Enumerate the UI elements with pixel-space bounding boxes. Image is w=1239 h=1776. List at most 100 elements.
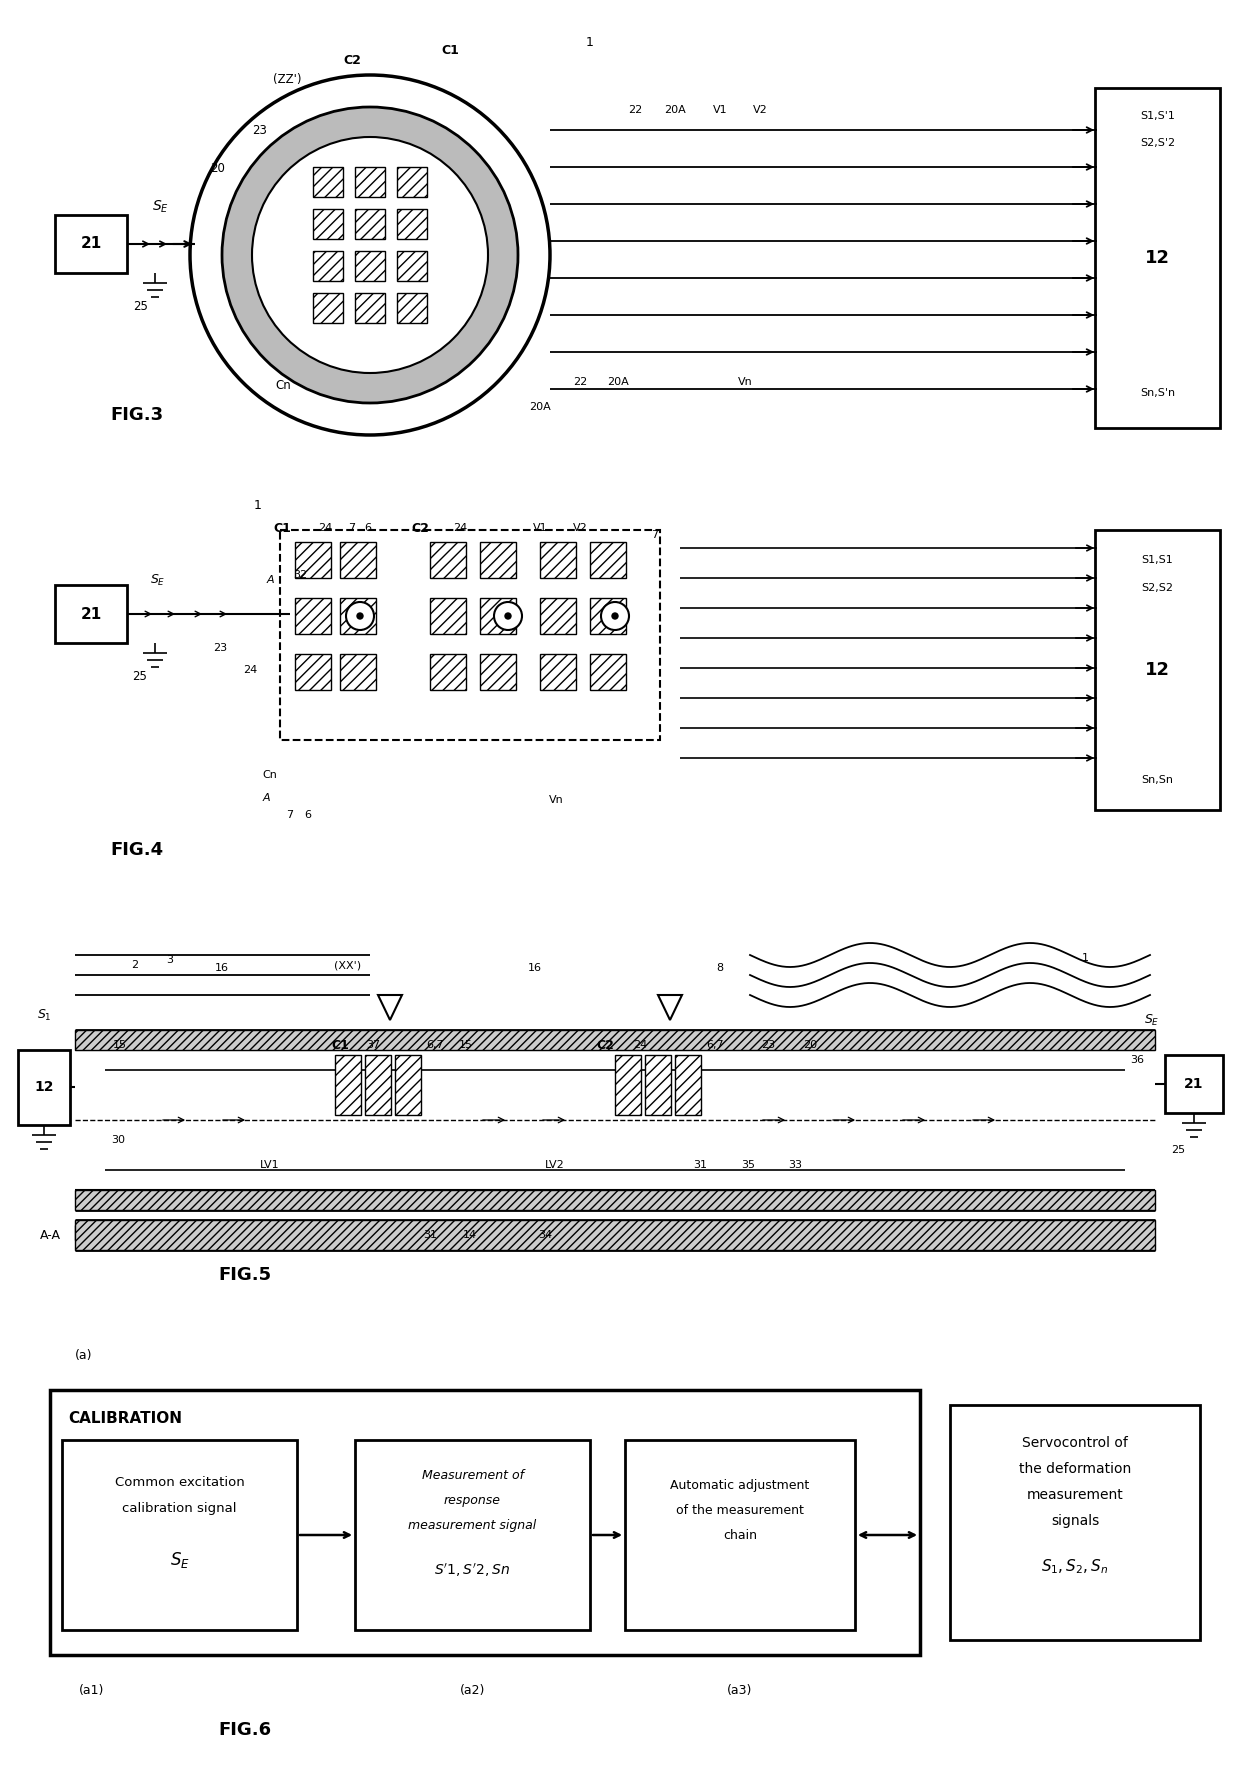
Text: (XX'): (XX') — [335, 961, 362, 970]
Text: Vn: Vn — [549, 796, 564, 805]
Bar — [479, 654, 515, 691]
Text: 12: 12 — [35, 1080, 53, 1094]
Text: 21: 21 — [81, 606, 102, 622]
Text: C1: C1 — [273, 522, 291, 535]
Text: 24: 24 — [633, 1041, 647, 1050]
Text: 22: 22 — [572, 377, 587, 387]
Bar — [356, 167, 385, 197]
Text: 14: 14 — [463, 1231, 477, 1240]
Text: 32: 32 — [292, 570, 307, 581]
Text: 23: 23 — [213, 643, 227, 654]
Bar — [55, 584, 128, 643]
Text: S1,S1: S1,S1 — [1141, 556, 1173, 565]
Text: Cn: Cn — [263, 771, 278, 780]
Bar — [479, 599, 515, 634]
Text: Sn,S'n: Sn,S'n — [1140, 387, 1175, 398]
Bar — [76, 1220, 1155, 1250]
Text: Vn: Vn — [737, 377, 752, 387]
Text: $S'1, S'2, Sn$: $S'1, S'2, Sn$ — [435, 1561, 510, 1579]
Text: C2: C2 — [411, 522, 429, 535]
Bar — [313, 250, 343, 281]
Bar — [339, 599, 375, 634]
Bar — [366, 1055, 392, 1115]
Text: FIG.5: FIG.5 — [218, 1266, 271, 1284]
Bar — [356, 293, 385, 323]
Text: 6: 6 — [305, 810, 311, 821]
Text: 24: 24 — [318, 522, 332, 533]
Text: 12: 12 — [1145, 661, 1170, 678]
Text: (a2): (a2) — [460, 1684, 486, 1696]
Text: $S_E$: $S_E$ — [170, 1550, 190, 1570]
Text: $S_E$: $S_E$ — [150, 572, 166, 588]
Bar — [280, 529, 660, 741]
Text: 6,7: 6,7 — [706, 1041, 724, 1050]
Text: A: A — [263, 794, 270, 803]
Text: (a3): (a3) — [727, 1684, 752, 1696]
Text: chain: chain — [724, 1529, 757, 1542]
Polygon shape — [378, 995, 401, 1019]
Circle shape — [357, 613, 363, 620]
Text: response: response — [444, 1494, 501, 1506]
Text: the deformation: the deformation — [1018, 1462, 1131, 1476]
Bar — [430, 542, 466, 577]
Text: S2,S2: S2,S2 — [1141, 583, 1173, 593]
Text: FIG.6: FIG.6 — [218, 1721, 271, 1739]
Bar — [50, 1391, 921, 1655]
Text: 8: 8 — [716, 963, 724, 973]
Bar — [295, 654, 331, 691]
Text: 12: 12 — [1145, 249, 1170, 266]
Bar — [646, 1055, 672, 1115]
Text: FIG.4: FIG.4 — [110, 842, 164, 860]
Text: 31: 31 — [422, 1231, 437, 1240]
Text: 24: 24 — [243, 664, 258, 675]
Bar — [590, 654, 626, 691]
Text: 35: 35 — [741, 1160, 755, 1170]
Bar — [396, 167, 427, 197]
Text: 24: 24 — [453, 522, 467, 533]
Polygon shape — [658, 995, 681, 1019]
Bar — [339, 542, 375, 577]
Bar — [395, 1055, 421, 1115]
Text: 31: 31 — [693, 1160, 707, 1170]
Text: 7: 7 — [286, 810, 294, 821]
Text: 20: 20 — [211, 162, 225, 174]
Bar — [396, 293, 427, 323]
Text: 1: 1 — [1082, 954, 1089, 963]
Bar — [356, 210, 385, 240]
Text: 34: 34 — [538, 1231, 553, 1240]
Text: 23: 23 — [761, 1041, 776, 1050]
Text: 6,7: 6,7 — [426, 1041, 444, 1050]
Text: A-A: A-A — [40, 1229, 61, 1241]
Circle shape — [494, 602, 522, 630]
Bar — [313, 293, 343, 323]
Text: $S_1$: $S_1$ — [37, 1007, 51, 1023]
Bar — [356, 1440, 590, 1630]
Text: S1,S'1: S1,S'1 — [1140, 112, 1175, 121]
Text: C2: C2 — [343, 53, 361, 66]
Text: LV2: LV2 — [545, 1160, 565, 1170]
Text: $S_E$: $S_E$ — [151, 199, 169, 215]
Bar — [339, 654, 375, 691]
Text: Measurement of: Measurement of — [421, 1469, 524, 1481]
Text: 20A: 20A — [607, 377, 629, 387]
Bar — [624, 1440, 855, 1630]
Bar — [396, 210, 427, 240]
Text: 7: 7 — [348, 522, 356, 533]
Bar — [295, 599, 331, 634]
Bar — [430, 599, 466, 634]
Bar — [295, 542, 331, 577]
Text: 25: 25 — [133, 670, 147, 682]
Bar — [1165, 1055, 1223, 1114]
Text: 20: 20 — [803, 1041, 817, 1050]
Text: 6: 6 — [364, 522, 372, 533]
Text: V1: V1 — [712, 105, 727, 115]
Text: C1: C1 — [441, 43, 458, 57]
Text: 36: 36 — [1130, 1055, 1144, 1066]
Text: measurement signal: measurement signal — [409, 1518, 536, 1531]
Text: Common excitation: Common excitation — [115, 1476, 244, 1488]
Bar — [313, 210, 343, 240]
Text: 1: 1 — [254, 499, 261, 511]
Text: Sn,Sn: Sn,Sn — [1141, 774, 1173, 785]
Bar — [1095, 529, 1220, 810]
Bar — [540, 599, 576, 634]
